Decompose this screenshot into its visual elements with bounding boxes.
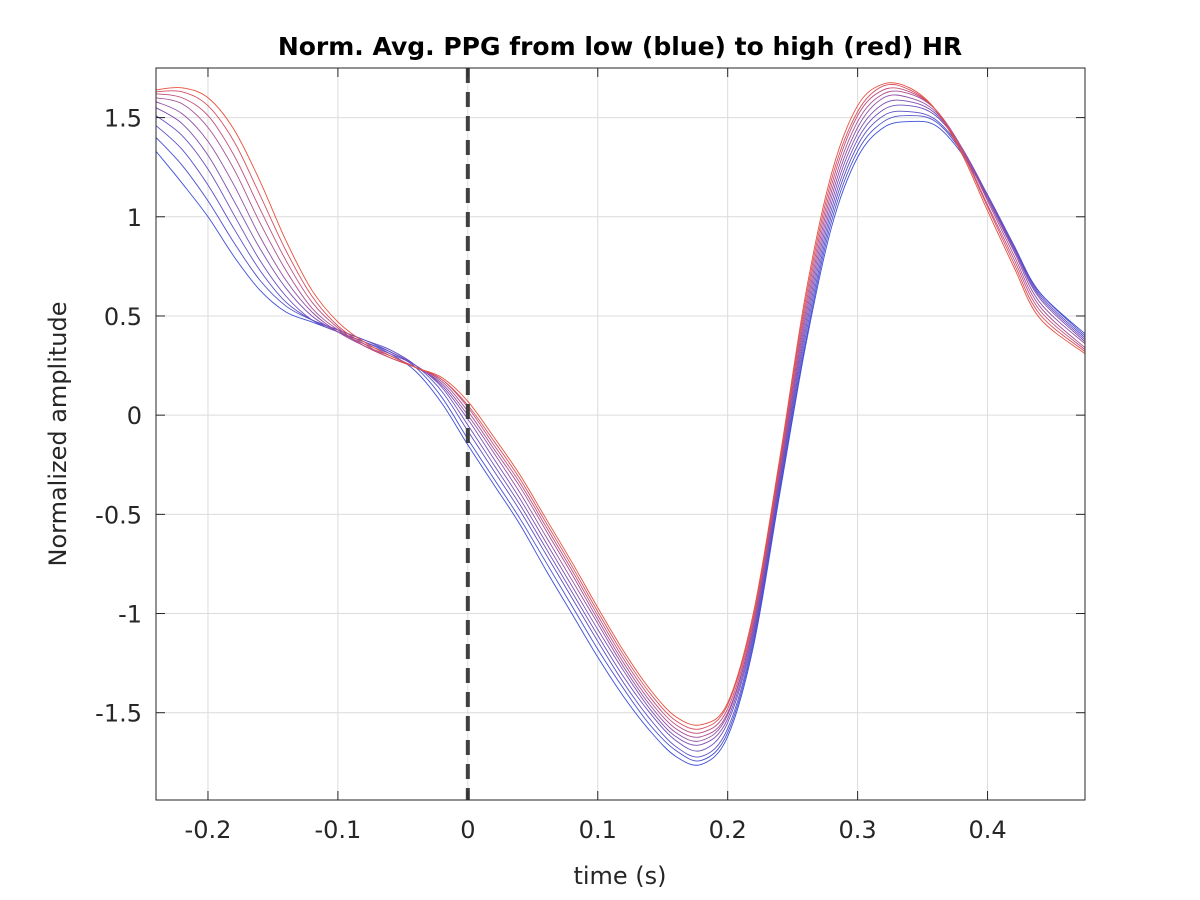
series-line-7: [156, 90, 1085, 738]
x-tick-label: -0.1: [314, 816, 361, 844]
y-tick-label: 0.5: [104, 303, 142, 331]
x-tick-label: 0.4: [968, 816, 1006, 844]
y-tick-label: -1.5: [95, 700, 142, 728]
x-tick-label: 0.1: [579, 816, 617, 844]
y-tick-label: -0.5: [95, 501, 142, 529]
x-tick-label: 0: [460, 816, 475, 844]
x-tick-label: 0.3: [839, 816, 877, 844]
series-line-4: [156, 104, 1085, 752]
series-line-5: [156, 99, 1085, 746]
series-line-6: [156, 94, 1085, 742]
chart-title: Norm. Avg. PPG from low (blue) to high (…: [278, 32, 962, 61]
y-tick-label: 0: [127, 402, 142, 430]
y-tick-label: 1: [127, 204, 142, 232]
axis-ticks: -0.2 -0.1 0 0.1 0.2 0.3 0.4 -1.5 -1 -0.5 0 0.5 1 1.5: [95, 68, 1085, 844]
y-tick-label: 1.5: [104, 105, 142, 133]
series-line-8: [156, 87, 1085, 734]
series-line-9: [156, 83, 1085, 730]
series-group: [156, 82, 1085, 766]
series-line-10: [156, 82, 1085, 726]
x-axis-label: time (s): [573, 862, 666, 890]
x-tick-label: 0.2: [709, 816, 747, 844]
y-tick-label: -1: [118, 601, 142, 629]
series-line-1: [156, 120, 1085, 766]
x-tick-label: -0.2: [185, 816, 232, 844]
grid: [156, 68, 1085, 800]
axes-box: [155, 67, 1086, 801]
y-axis-label: Normalized amplitude: [44, 301, 72, 566]
